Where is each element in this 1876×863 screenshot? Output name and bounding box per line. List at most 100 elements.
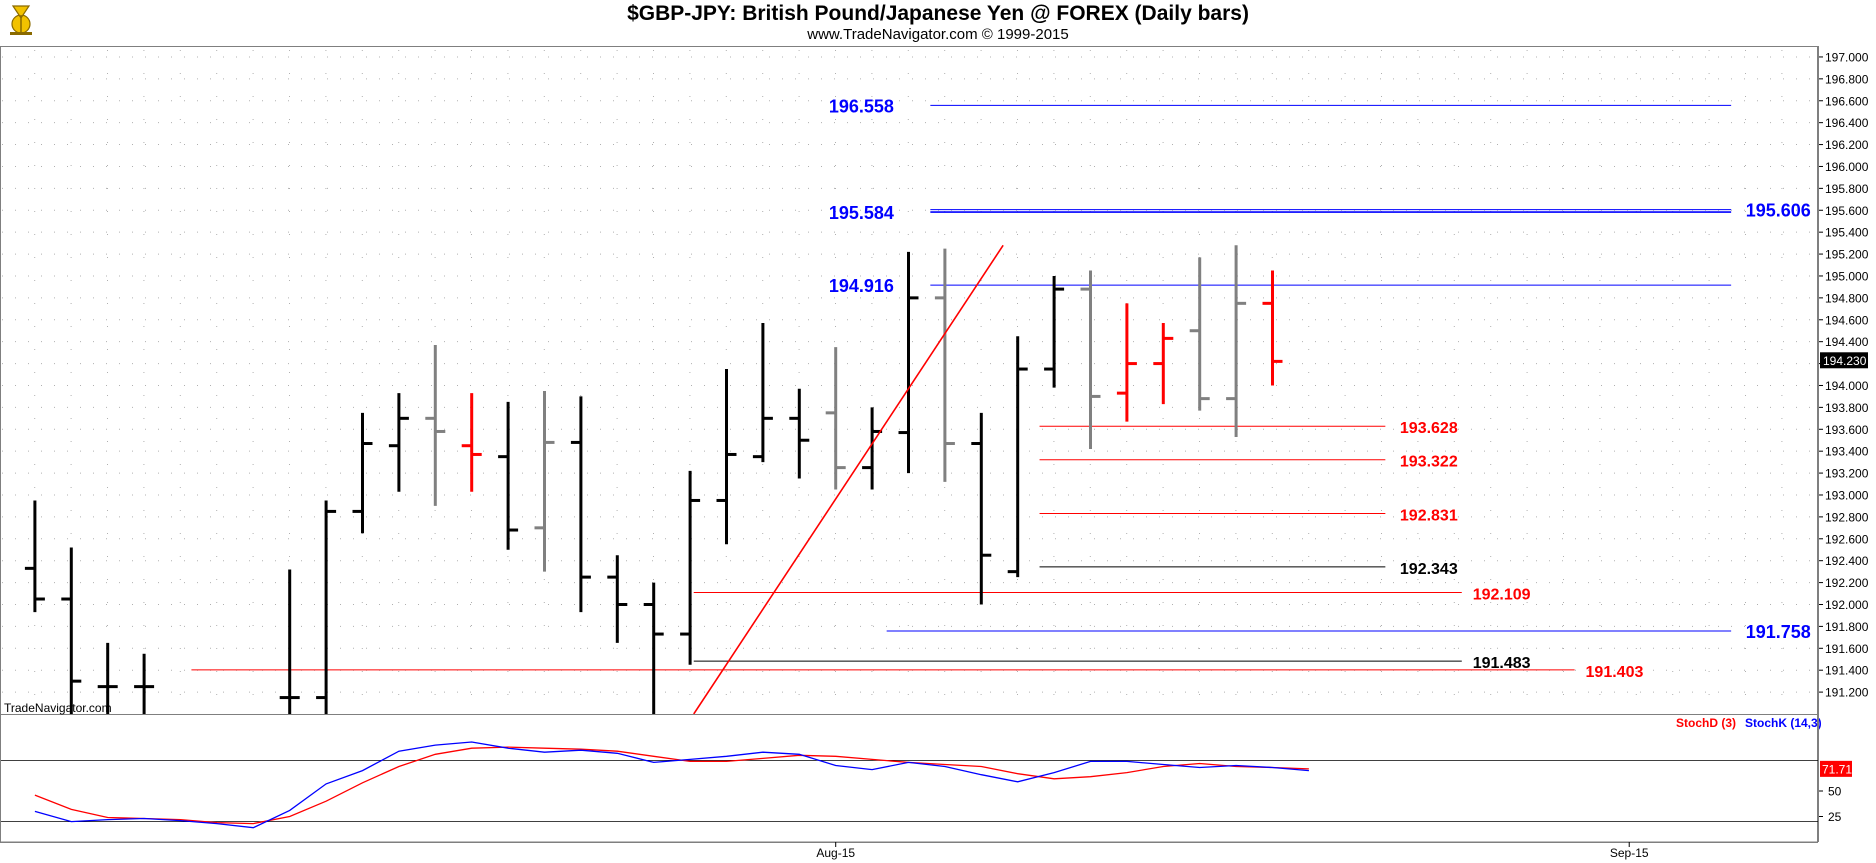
trendline xyxy=(693,244,1004,714)
ohlc-bar xyxy=(61,547,82,714)
price-tick-label: 195.000 xyxy=(1825,269,1869,283)
axes: 191.200 191.400 191.600 191.800 192.000 192.2… xyxy=(816,46,1869,860)
ohlc-bar xyxy=(789,388,810,479)
ohlc-bar xyxy=(1080,270,1101,449)
level-label-194.916: 194.916 xyxy=(829,276,894,296)
price-bars xyxy=(24,245,1283,714)
ohlc-bar xyxy=(716,369,737,545)
price-tick-label: 196.400 xyxy=(1825,116,1869,130)
ohlc-bar xyxy=(352,412,373,534)
level-label-191.758: 191.758 xyxy=(1746,622,1811,642)
price-tick-label: 191.400 xyxy=(1825,664,1869,678)
ohlc-bar xyxy=(680,470,701,665)
level-label-192.343: 192.343 xyxy=(1400,561,1458,578)
stochastic-series-line xyxy=(34,746,1309,825)
ohlc-bar xyxy=(934,248,955,482)
ohlc-bar xyxy=(316,500,337,714)
level-label-193.322: 193.322 xyxy=(1400,454,1458,471)
legend-stochd: StochD (3) xyxy=(1676,716,1736,730)
x-axis: Aug-15 Sep-15 xyxy=(816,842,1649,860)
price-tick-label: 193.000 xyxy=(1825,488,1869,502)
price-tick-label: 197.000 xyxy=(1825,50,1869,64)
price-tick-label: 195.800 xyxy=(1825,182,1869,196)
price-tick-label: 191.600 xyxy=(1825,642,1869,656)
chart-title: $GBP-JPY: British Pound/Japanese Yen @ F… xyxy=(627,2,1249,25)
price-tick-label: 192.200 xyxy=(1825,576,1869,590)
stochastic-last-label: 71.71 xyxy=(1822,762,1852,776)
price-tick-label: 195.200 xyxy=(1825,248,1869,262)
ohlc-bar xyxy=(1116,303,1137,422)
ohlc-bar xyxy=(1153,323,1174,405)
ohlc-bar xyxy=(1262,270,1283,386)
x-tick-label: Sep-15 xyxy=(1610,846,1649,860)
price-tick-label: 192.800 xyxy=(1825,510,1869,524)
price-tick-label: 193.200 xyxy=(1825,467,1869,481)
price-tick-label: 194.600 xyxy=(1825,313,1869,327)
ohlc-bar xyxy=(1226,245,1247,437)
ohlc-bar xyxy=(643,582,664,714)
level-label-193.628: 193.628 xyxy=(1400,420,1458,437)
ohlc-bar xyxy=(898,251,919,474)
ohlc-bar xyxy=(279,569,300,714)
price-tick-label: 196.000 xyxy=(1825,160,1869,174)
last-price-label: 194.230 xyxy=(1823,354,1867,368)
price-axis: 191.200 191.400 191.600 191.800 192.000 192.2… xyxy=(1818,46,1869,842)
level-label-196.558: 196.558 xyxy=(829,96,894,116)
stochastic-panel: 25 50 StochD (3) StochK (14,3) 71.71 xyxy=(0,714,1852,843)
level-label-195.584: 195.584 xyxy=(829,203,894,223)
ohlc-bar xyxy=(97,642,118,714)
level-lines: 196.558 195.584 195.606 194.916 193.628 193.3… xyxy=(191,96,1811,681)
ohlc-bar xyxy=(388,393,409,492)
ohlc-bar xyxy=(1044,275,1065,388)
last-price-marker xyxy=(1820,352,1868,369)
ohlc-bar xyxy=(461,393,482,492)
ohlc-bar xyxy=(134,653,155,714)
ohlc-bar xyxy=(570,396,591,613)
ohlc-bar xyxy=(24,500,45,613)
price-panel: 196.558 195.584 195.606 194.916 193.628 193.3… xyxy=(0,46,1818,715)
level-label-191.403: 191.403 xyxy=(1586,664,1644,681)
level-label-195.606: 195.606 xyxy=(1746,201,1811,221)
stochastic-tick-label: 50 xyxy=(1828,785,1842,799)
stochastic-lines xyxy=(34,741,1309,829)
ohlc-bar xyxy=(534,390,555,572)
price-tick-label: 193.600 xyxy=(1825,423,1869,437)
price-tick-label: 192.600 xyxy=(1825,532,1869,546)
price-tick-label: 194.000 xyxy=(1825,379,1869,393)
level-label-192.831: 192.831 xyxy=(1400,507,1458,524)
ohlc-bar xyxy=(825,347,846,490)
ohlc-bar xyxy=(971,412,992,605)
price-tick-label: 196.200 xyxy=(1825,138,1869,152)
stochastic-legend: StochD (3) StochK (14,3) xyxy=(1676,716,1822,730)
price-tick-label: 196.600 xyxy=(1825,94,1869,108)
legend-stochk: StochK (14,3) xyxy=(1745,716,1822,730)
stochastic-series-line xyxy=(34,741,1309,829)
price-tick-label: 192.000 xyxy=(1825,598,1869,612)
level-label-192.109: 192.109 xyxy=(1473,587,1531,604)
price-tick-label: 196.800 xyxy=(1825,72,1869,86)
price-tick-label: 195.400 xyxy=(1825,226,1869,240)
stochastic-panel-frame xyxy=(0,714,1818,843)
ohlc-bar xyxy=(498,401,519,550)
trade-navigator-logo-icon xyxy=(10,5,32,35)
price-tick-label: 193.800 xyxy=(1825,401,1869,415)
price-tick-label: 191.200 xyxy=(1825,686,1869,700)
price-tick-label: 191.800 xyxy=(1825,620,1869,634)
ohlc-bar xyxy=(425,344,446,506)
watermark-text: TradeNavigator.com xyxy=(4,701,112,715)
price-tick-label: 192.400 xyxy=(1825,554,1869,568)
title-bar: $GBP-JPY: British Pound/Japanese Yen @ F… xyxy=(0,0,1876,46)
ohlc-bar xyxy=(607,555,628,643)
price-tick-label: 195.600 xyxy=(1825,204,1869,218)
ohlc-bar xyxy=(752,323,773,463)
price-tick-label: 194.800 xyxy=(1825,291,1869,305)
chart-subtitle: www.TradeNavigator.com © 1999-2015 xyxy=(807,26,1069,43)
stochastic-tick-label: 25 xyxy=(1828,810,1842,824)
price-tick-label: 193.400 xyxy=(1825,445,1869,459)
ohlc-bar xyxy=(1007,336,1028,578)
price-tick-label: 194.400 xyxy=(1825,335,1869,349)
level-label-191.483: 191.483 xyxy=(1473,655,1531,672)
stochastic-last-marker xyxy=(1820,760,1852,777)
ohlc-bar xyxy=(1189,257,1210,411)
